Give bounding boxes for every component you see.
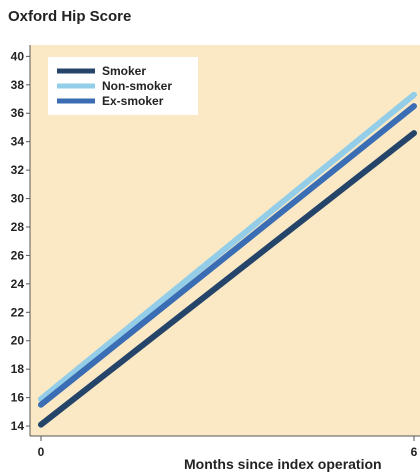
y-tick-label: 20 [11, 334, 25, 348]
y-tick-label: 28 [11, 220, 25, 234]
series-line-smoker [38, 130, 417, 428]
x-axis-title: Months since index operation [184, 456, 382, 472]
y-tick-label: 24 [11, 277, 25, 291]
legend-label-smoker: Smoker [102, 64, 146, 78]
series-line-ex-smoker [38, 103, 417, 408]
y-tick-label: 26 [11, 248, 25, 262]
y-tick-label: 40 [11, 49, 25, 63]
legend-label-non-smoker: Non-smoker [102, 79, 172, 93]
series-lines [38, 91, 417, 428]
y-tick-label: 38 [11, 78, 25, 92]
y-tick-label: 36 [11, 106, 25, 120]
y-axis-ticks: 14 16 18 20 22 24 26 28 30 32 34 36 38 40 [11, 49, 30, 433]
legend-label-ex-smoker: Ex-smoker [102, 94, 164, 108]
series-line-non-smoker [38, 91, 417, 403]
y-tick-label: 14 [11, 419, 25, 433]
y-tick-label: 16 [11, 391, 25, 405]
y-tick-label: 30 [11, 192, 25, 206]
y-tick-label: 22 [11, 305, 25, 319]
x-tick-label: 6 [411, 445, 418, 459]
x-tick-label: 0 [38, 445, 45, 459]
y-tick-label: 34 [11, 135, 25, 149]
y-tick-label: 18 [11, 362, 25, 376]
y-tick-label: 32 [11, 163, 25, 177]
y-axis-title: Oxford Hip Score [8, 8, 131, 25]
